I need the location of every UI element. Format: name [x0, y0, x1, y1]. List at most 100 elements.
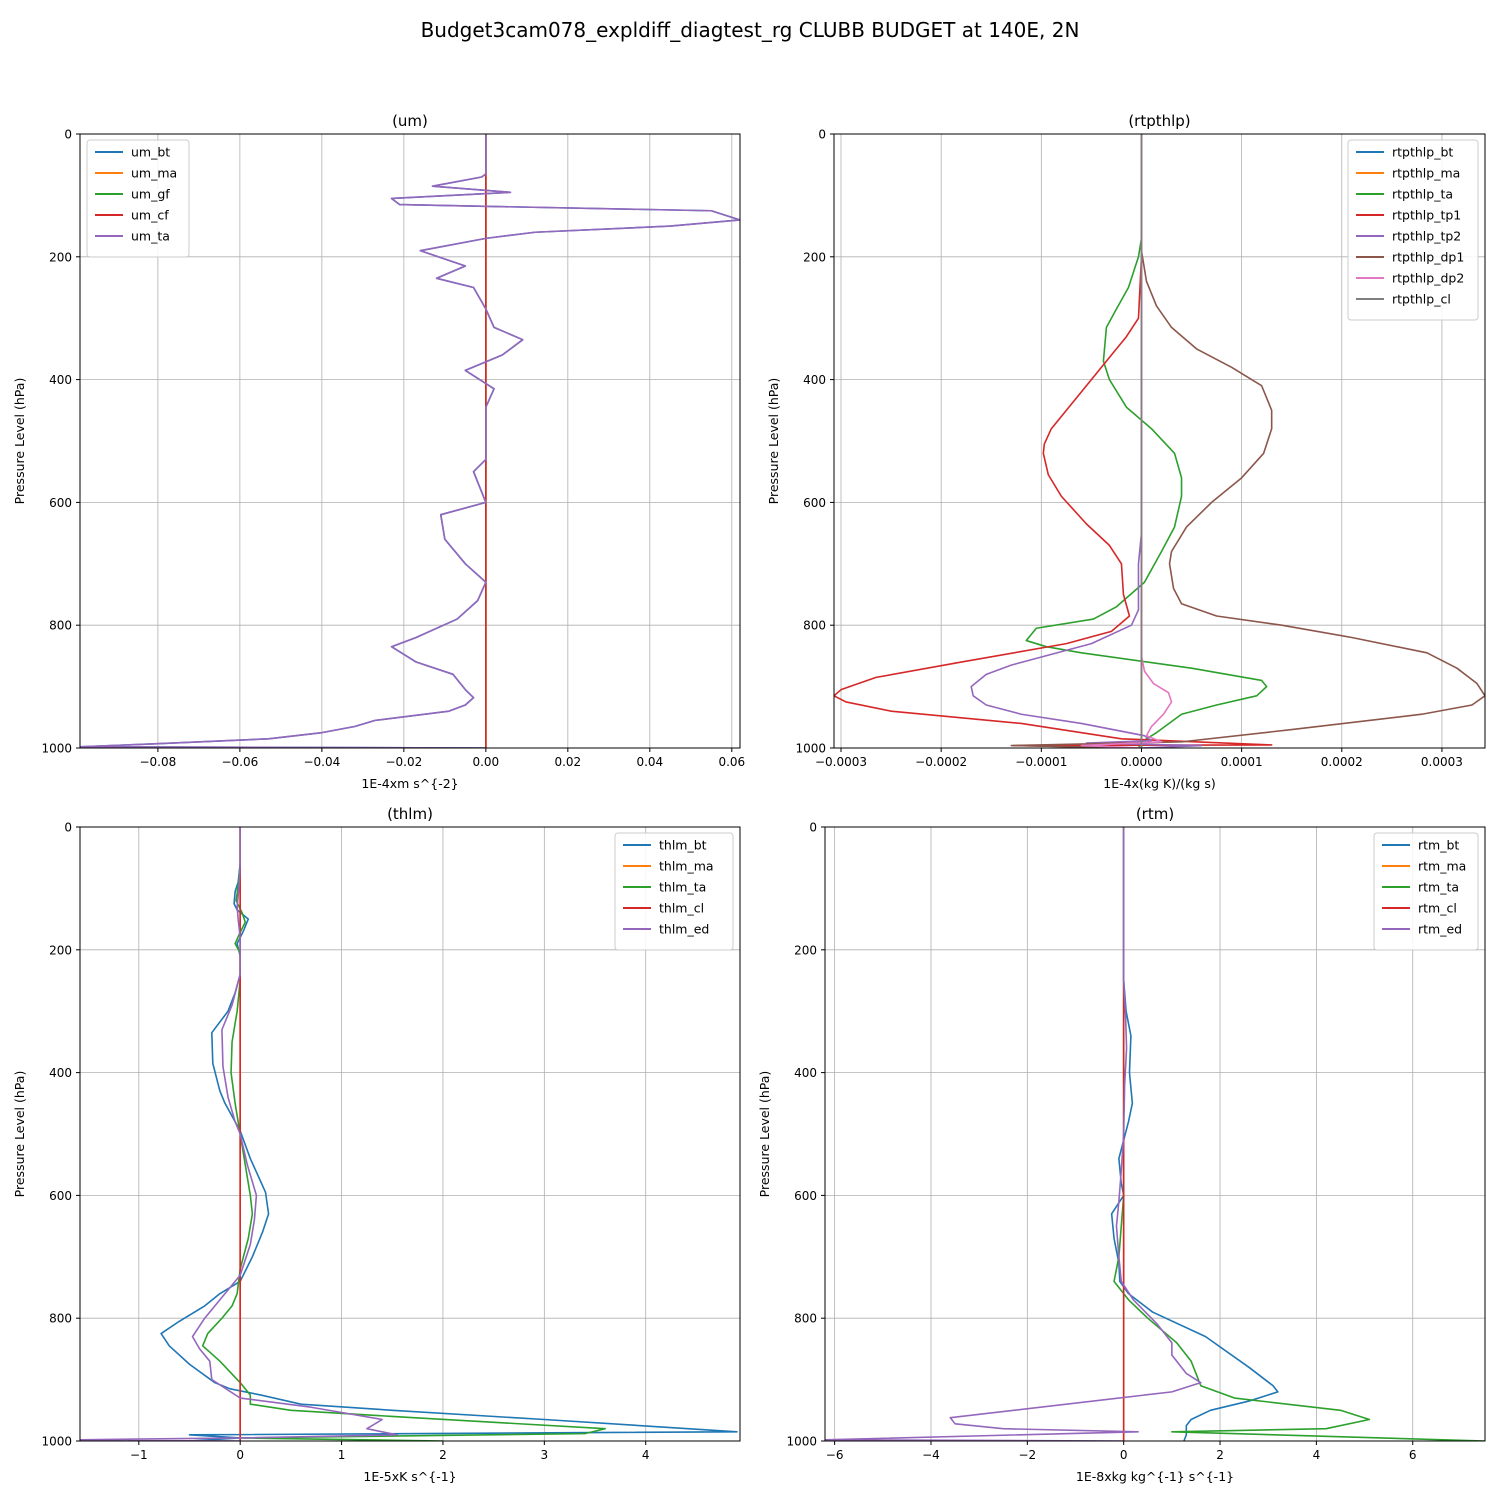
- x-tick-label: 4: [642, 1448, 650, 1462]
- y-axis-label: Pressure Level (hPa): [766, 378, 781, 505]
- legend-entry: rtpthlp_ta: [1392, 187, 1453, 202]
- legend-entry: thlm_ta: [659, 880, 706, 895]
- y-tick-label: 200: [794, 943, 817, 957]
- y-tick-label: 0: [64, 821, 72, 835]
- series-line-thlm_ta: [201, 827, 606, 1441]
- x-tick-label: −0.06: [221, 755, 258, 769]
- legend-box: [1347, 139, 1479, 321]
- subplot-3: −6 −4 −2 0 2 4 6 0 200 400 600 800 1000 (rtm) 1E-8xkg …: [757, 805, 1486, 1484]
- y-tick-label: 0: [64, 128, 72, 142]
- series-line-rtpthlp_tp1: [834, 134, 1273, 748]
- subplot-title: (um): [392, 112, 428, 130]
- legend-entry: rtpthlp_cl: [1392, 292, 1451, 307]
- x-tick-label: −0.0003: [815, 755, 867, 769]
- x-tick-label: −4: [922, 1448, 940, 1462]
- y-tick-label: 400: [49, 1066, 72, 1080]
- legend-entry: rtm_cl: [1418, 901, 1457, 916]
- series-line-um_ta: [80, 134, 740, 748]
- x-tick-label: 0.06: [718, 755, 745, 769]
- x-tick-label: 0.04: [636, 755, 663, 769]
- legend-entry: thlm_bt: [659, 838, 707, 853]
- legend-box: [86, 139, 190, 258]
- legend: um_bt um_ma um_gf um_cf um_ta: [86, 139, 190, 258]
- y-tick-label: 800: [49, 619, 72, 633]
- y-axis-label: Pressure Level (hPa): [757, 1071, 772, 1198]
- y-tick-label: 1000: [41, 742, 72, 756]
- series-group: [80, 827, 738, 1441]
- legend-entry: rtpthlp_dp1: [1392, 250, 1464, 265]
- series-group: [80, 134, 740, 748]
- y-tick-label: 0: [818, 128, 826, 142]
- x-tick-label: 0.02: [554, 755, 581, 769]
- y-tick-label: 1000: [41, 1435, 72, 1449]
- legend: rtm_bt rtm_ma rtm_ta rtm_cl rtm_ed: [1373, 832, 1479, 951]
- legend-entry: um_gf: [131, 187, 170, 202]
- x-tick-label: 2: [1216, 1448, 1224, 1462]
- y-tick-label: 1000: [786, 1435, 817, 1449]
- legend-entry: thlm_ed: [659, 922, 709, 937]
- subplot-0: −0.08 −0.06 −0.04 −0.02 0.00 0.02 0.04 0.06 0 200…: [12, 112, 745, 791]
- x-tick-label: 3: [541, 1448, 549, 1462]
- axes-frame: [833, 133, 1486, 749]
- axes-frame: [79, 826, 741, 1442]
- legend-entry: rtpthlp_tp1: [1392, 208, 1461, 223]
- series-line-rtpthlp_tp2: [970, 134, 1203, 748]
- series-line-rtpthlp_ta: [1025, 134, 1268, 748]
- legend-entry: um_ma: [131, 166, 177, 181]
- x-tick-label: 0.0001: [1221, 755, 1263, 769]
- x-axis-label: 1E-8xkg kg^{-1} s^{-1}: [1076, 1469, 1234, 1484]
- figure-title: Budget3cam078_expldiff_diagtest_rg CLUBB…: [421, 18, 1080, 42]
- y-tick-label: 600: [49, 496, 72, 510]
- legend-box: [614, 832, 734, 951]
- x-tick-label: −0.0002: [915, 755, 967, 769]
- subplot-title: (rtm): [1136, 805, 1174, 823]
- x-axis-label: 1E-4xm s^{-2}: [361, 776, 458, 791]
- legend-entry: um_cf: [131, 208, 169, 223]
- x-tick-label: 2: [439, 1448, 447, 1462]
- series-line-rtm_ta: [1113, 827, 1485, 1441]
- x-tick-label: −2: [1018, 1448, 1036, 1462]
- series-line-rtm_ed: [825, 827, 1202, 1441]
- x-tick-label: −0.0001: [1015, 755, 1067, 769]
- y-tick-label: 600: [794, 1189, 817, 1203]
- legend-entry: thlm_ma: [659, 859, 714, 874]
- legend-entry: um_bt: [131, 145, 170, 160]
- series-group: [834, 134, 1485, 748]
- y-tick-label: 0: [809, 821, 817, 835]
- x-tick-label: 0.00: [472, 755, 499, 769]
- series-group: [825, 827, 1485, 1441]
- y-tick-label: 800: [794, 1312, 817, 1326]
- x-tick-label: −1: [130, 1448, 148, 1462]
- y-tick-label: 200: [49, 943, 72, 957]
- x-tick-label: 0: [1120, 1448, 1128, 1462]
- legend-entry: rtpthlp_bt: [1392, 145, 1453, 160]
- subplot-title: (rtpthlp): [1128, 112, 1190, 130]
- x-tick-label: 0.0000: [1120, 755, 1162, 769]
- y-tick-label: 600: [803, 496, 826, 510]
- series-line-rtpthlp_dp1: [1010, 134, 1485, 748]
- x-tick-label: 1: [338, 1448, 346, 1462]
- axes-frame: [79, 133, 741, 749]
- y-tick-label: 800: [803, 619, 826, 633]
- legend-entry: rtm_ma: [1418, 859, 1466, 874]
- legend-entry: um_ta: [131, 229, 170, 244]
- y-tick-label: 400: [794, 1066, 817, 1080]
- x-tick-label: 6: [1409, 1448, 1417, 1462]
- x-axis-label: 1E-4x(kg K)/(kg s): [1103, 776, 1215, 791]
- legend-entry: rtpthlp_ma: [1392, 166, 1460, 181]
- x-tick-label: −0.04: [303, 755, 340, 769]
- series-line-thlm_bt: [160, 827, 738, 1441]
- x-tick-label: −0.08: [139, 755, 176, 769]
- y-tick-label: 400: [49, 373, 72, 387]
- x-tick-label: −0.02: [385, 755, 422, 769]
- y-tick-label: 400: [803, 373, 826, 387]
- series-line-thlm_ed: [80, 827, 399, 1441]
- x-axis-label: 1E-5xK s^{-1}: [363, 1469, 456, 1484]
- legend: rtpthlp_bt rtpthlp_ma rtpthlp_ta rtpthlp_tp…: [1347, 139, 1479, 321]
- legend: thlm_bt thlm_ma thlm_ta thlm_cl thlm_ed: [614, 832, 734, 951]
- legend-entry: rtm_ta: [1418, 880, 1459, 895]
- x-tick-label: 0: [236, 1448, 244, 1462]
- subplot-1: −0.0003 −0.0002 −0.0001 0.0000 0.0001 0.0002 0…: [766, 112, 1486, 791]
- y-tick-label: 1000: [795, 742, 826, 756]
